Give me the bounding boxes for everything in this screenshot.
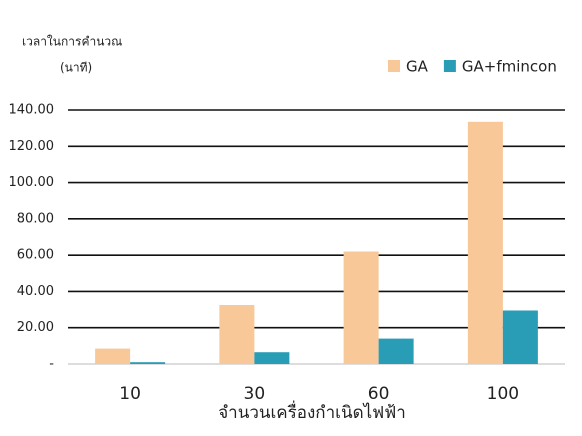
x-tick-label: 30 [244, 384, 266, 404]
bar [343, 251, 379, 364]
y-tick-label: 40.00 [17, 284, 54, 299]
bar [254, 352, 290, 364]
y-tick-label: 60.00 [17, 248, 54, 263]
legend-swatch [388, 60, 400, 72]
bar [502, 310, 538, 364]
y-tick-label: 100.00 [9, 175, 55, 190]
y-tick-label: 140.00 [9, 103, 55, 118]
x-tick-label: 10 [119, 384, 141, 404]
bar [219, 305, 255, 364]
bar [378, 338, 414, 364]
x-tick-label: 60 [368, 384, 390, 404]
bar [467, 121, 503, 365]
legend-label: GA+fmincon [462, 58, 557, 76]
legend-label: GA [406, 58, 429, 76]
y-tick-label: 120.00 [9, 139, 55, 154]
legend-swatch [443, 60, 456, 72]
y-axis-unit: (นาที) [60, 61, 92, 75]
y-tick-label: 80.00 [17, 211, 54, 226]
y-axis-title: เวลาในการคำนวณ [22, 35, 122, 49]
bar [95, 348, 131, 364]
x-axis-title: จำนวนเครื่องกำเนิดไฟฟ้า [218, 400, 406, 423]
x-tick-label: 100 [487, 384, 519, 404]
y-tick-label: - [49, 357, 54, 372]
y-tick-label: 20.00 [17, 320, 54, 335]
bar [130, 362, 166, 364]
